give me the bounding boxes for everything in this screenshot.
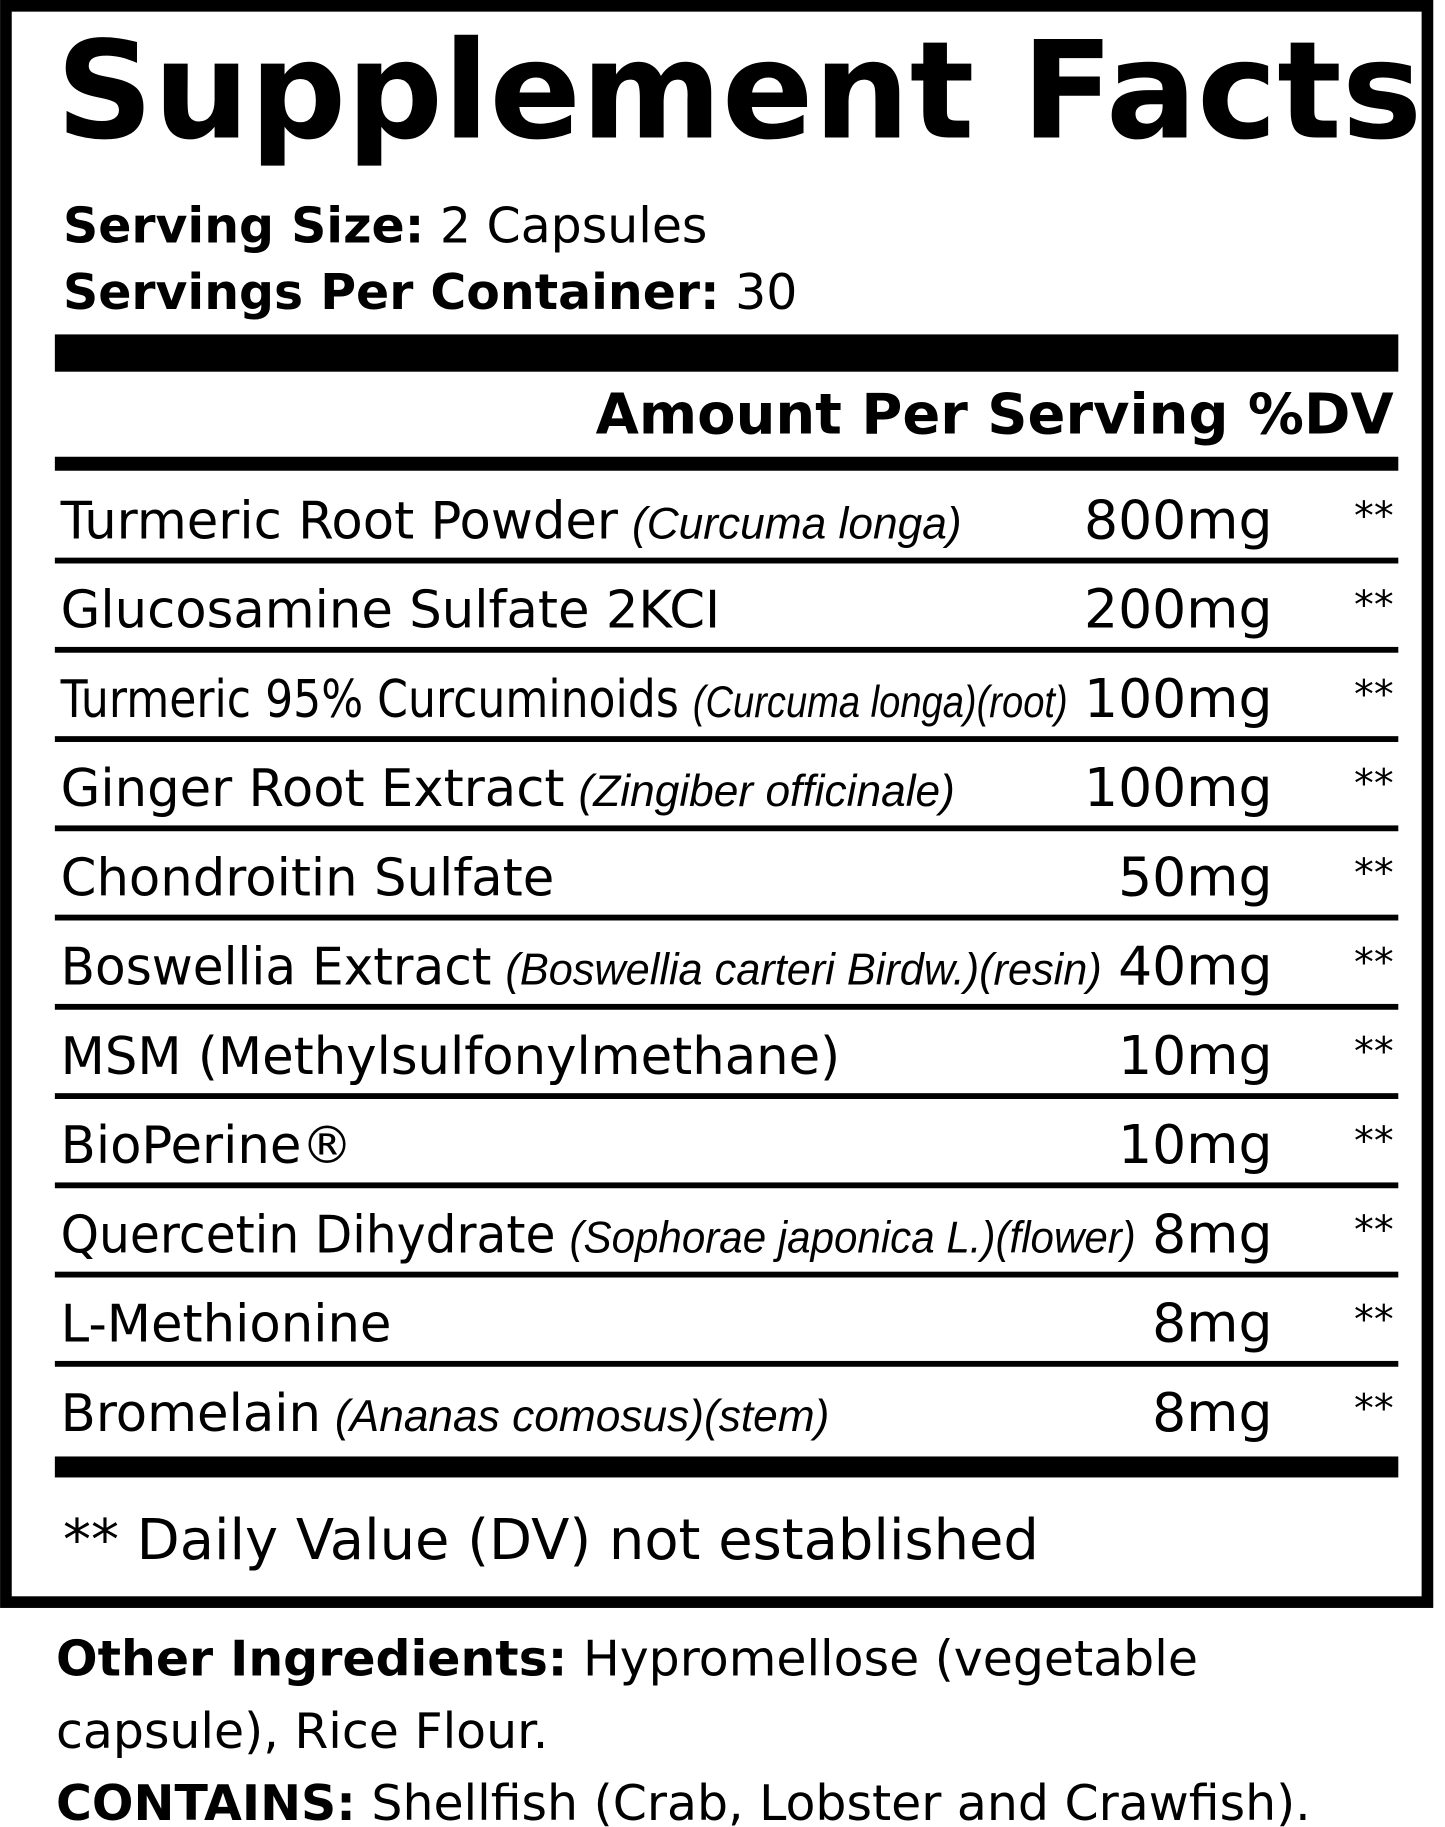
ingredient-name: BioPerine® — [61, 1116, 353, 1176]
row-divider — [54, 825, 1399, 832]
other-ingredients: Other Ingredients: Hypromellose (vegetab… — [56, 1631, 1198, 1688]
row-divider — [54, 557, 1399, 564]
ingredient-detail: (Sophorae japonica L.)(flower) — [570, 1213, 1136, 1262]
ingredient-name: Boswellia Extract — [61, 938, 492, 998]
ingredient-name: L-Methionine — [61, 1295, 392, 1355]
daily-value: ** — [1354, 493, 1394, 539]
thick-bar — [54, 334, 1399, 372]
amount: 10mg — [1118, 1024, 1272, 1087]
daily-value: ** — [1354, 1207, 1394, 1253]
ingredient-detail: (Curcuma longa)(root) — [693, 678, 1068, 727]
daily-value: ** — [1354, 671, 1394, 717]
other-ingredients-cont: capsule), Rice Flour. — [56, 1703, 548, 1760]
serving-size-label: Serving Size: — [63, 197, 424, 254]
amount: 100mg — [1084, 756, 1272, 819]
daily-value: ** — [1354, 939, 1394, 985]
row-divider — [54, 736, 1399, 742]
ingredient-detail: (Curcuma longa) — [632, 499, 962, 548]
row-divider — [54, 1271, 1399, 1278]
row-divider — [54, 1182, 1399, 1189]
contains: CONTAINS: Shellfish (Crab, Lobster and C… — [56, 1775, 1311, 1827]
column-header: Amount Per Serving %DV — [596, 382, 1394, 447]
ingredient-name: Turmeric Root Powder — [60, 491, 619, 551]
ingredient-name: MSM (Methylsulfonylmethane) — [61, 1027, 840, 1087]
contains-value: Shellfish (Crab, Lobster and Crawfish). — [371, 1775, 1310, 1827]
other-line: Hypromellose (vegetable — [583, 1631, 1198, 1688]
ingredient-name: Bromelain — [61, 1384, 321, 1444]
serving-size: Serving Size: 2 Capsules — [63, 197, 707, 254]
thick-bar — [54, 1456, 1399, 1478]
daily-value: ** — [1354, 850, 1394, 896]
ingredient-name: Ginger Root Extract — [61, 759, 565, 819]
title: Supplement Facts — [56, 12, 1422, 169]
daily-value: ** — [1354, 582, 1394, 628]
daily-value: ** — [1354, 761, 1394, 807]
ingredient-rows: 800mg ** Turmeric Root Powder (Curcuma long… — [54, 488, 1399, 1444]
daily-value: ** — [1354, 1029, 1394, 1075]
label-border — [0, 0, 1434, 1608]
row-divider — [54, 1093, 1399, 1099]
ingredient-detail: (Ananas comosus)(stem) — [335, 1392, 829, 1441]
servings-per-container: Servings Per Container: 30 — [63, 264, 797, 321]
amount: 8mg — [1152, 1292, 1272, 1355]
ingredient-name: Chondroitin Sulfate — [61, 848, 555, 908]
amount: 100mg — [1084, 667, 1272, 730]
footnote: ** Daily Value (DV) not established — [63, 1508, 1039, 1573]
amount: 200mg — [1084, 578, 1272, 641]
ingredient-name: Glucosamine Sulfate 2KCI — [61, 581, 720, 641]
daily-value: ** — [1354, 1386, 1394, 1432]
ingredient-name: Quercetin Dihydrate — [61, 1205, 556, 1265]
thick-rule — [54, 456, 1399, 471]
ingredient-detail: (Boswellia carteri Birdw.)(resin) — [505, 946, 1101, 995]
amount: 800mg — [1084, 488, 1272, 551]
row-divider — [54, 646, 1399, 653]
daily-value: ** — [1354, 1118, 1394, 1164]
daily-value: ** — [1354, 1296, 1394, 1342]
contains-label: CONTAINS: — [56, 1775, 356, 1827]
amount: 40mg — [1118, 935, 1272, 998]
servings-label: Servings Per Container: — [63, 264, 720, 321]
amount: 8mg — [1152, 1381, 1272, 1444]
amount: 10mg — [1118, 1113, 1272, 1176]
amount: 50mg — [1118, 845, 1272, 908]
row-divider — [54, 1360, 1399, 1367]
ingredient-name: Turmeric 95% Curcuminoids — [60, 670, 679, 730]
ingredient-detail: (Zingiber officinale) — [578, 767, 954, 816]
servings-value: 30 — [735, 264, 797, 321]
amount: 8mg — [1152, 1202, 1272, 1265]
serving-size-value: 2 Capsules — [440, 197, 708, 254]
other-label: Other Ingredients: — [56, 1631, 567, 1688]
row-divider — [54, 1003, 1399, 1010]
row-divider — [54, 914, 1399, 921]
